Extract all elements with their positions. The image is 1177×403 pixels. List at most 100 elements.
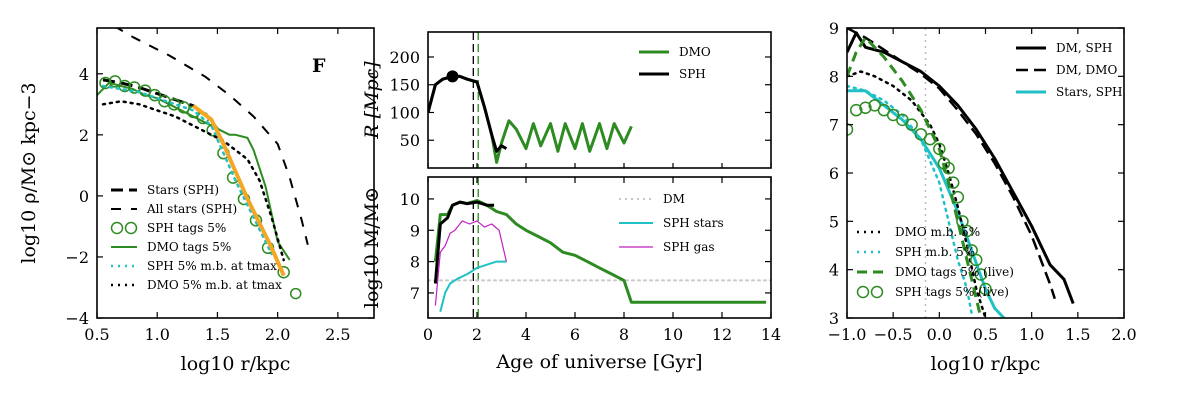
x-tick-label: −0.5 — [874, 325, 913, 344]
series-dmo-tags-5- — [97, 81, 291, 261]
series-line — [428, 74, 508, 153]
legend-label: Stars (SPH) — [147, 183, 219, 197]
y-tick-label: 9 — [410, 221, 420, 240]
y-tick-label: 0 — [79, 187, 89, 206]
y-tick-label: 50 — [400, 131, 420, 150]
legend-marker — [124, 221, 138, 235]
legend-entry: SPH tags 5% — [110, 221, 226, 235]
x-tick-label: 1.5 — [1065, 325, 1090, 344]
legend-marker — [870, 285, 884, 299]
data-point — [960, 224, 974, 238]
x-tick-label: 8 — [619, 325, 629, 344]
legend-label: DMO 5% m.b. at tmax — [147, 278, 282, 292]
legend-entry: SPH 5% m.b. at tmax — [111, 259, 277, 273]
y-tick-label: 2 — [79, 126, 89, 145]
series-line — [434, 220, 507, 306]
legend-entry: DM — [619, 192, 685, 206]
series-dm-sph — [847, 31, 1075, 305]
legend-label: SPH stars — [663, 216, 724, 230]
legend-entry: DMO 5% m.b. at tmax — [111, 278, 282, 292]
series-sph-m-b-5- — [847, 84, 973, 315]
series-line — [101, 100, 285, 262]
legend-entry: DM, DMO — [1016, 63, 1117, 77]
x-tick-label: 1.0 — [1019, 325, 1044, 344]
legend-marker — [110, 221, 124, 235]
x-tick-label: 0 — [423, 325, 433, 344]
y-tick-label: 100 — [389, 103, 420, 122]
data-point — [859, 101, 872, 114]
series-sph-tags-5-live- — [847, 99, 992, 296]
axes-frame — [427, 176, 772, 319]
legend-entry: SPH stars — [619, 216, 724, 230]
x-tick-label: 12 — [712, 325, 732, 344]
series-sph-stars — [439, 260, 507, 312]
legend-entry: SPH m.b. 5% — [857, 245, 975, 259]
x-axis-label: Age of universe [Gyr] — [495, 351, 702, 373]
legend-label: DM — [663, 192, 685, 206]
series-sph — [428, 74, 508, 153]
data-point — [148, 88, 162, 102]
legend-entry: DMO m.b. 5% — [857, 225, 980, 239]
panel-right: −1.0 −0.5 0.0 0.5 1.0 1.5 2.0 3 4 5 6 7 8 9 log10 r/kp… — [828, 19, 1137, 375]
x-tick-label: 2.0 — [265, 325, 290, 344]
data-point — [979, 282, 992, 296]
legend-entry: Stars (SPH) — [111, 183, 219, 197]
axes-frame — [96, 27, 375, 319]
data-point — [905, 118, 918, 131]
y-tick-label: −4 — [65, 309, 89, 328]
x-axis-label: log10 r/kpc — [181, 353, 291, 375]
legend-label: SPH tags 5% (live) — [895, 285, 1009, 299]
legend-entry: SPH — [639, 67, 706, 81]
legend-label: DM, DMO — [1056, 63, 1117, 77]
data-point — [277, 265, 290, 279]
y-axis-label: log10 ρ/M⊙ kpc−3 — [18, 82, 40, 263]
series-dmo-tags-5-live- — [847, 36, 983, 318]
series-dmo — [428, 74, 633, 164]
plot-area — [428, 177, 771, 318]
legend-label: Stars, SPH — [1056, 85, 1122, 99]
series-line — [847, 70, 987, 318]
series-line — [101, 84, 273, 256]
x-tick-label: 10 — [663, 325, 683, 344]
series-dmo-5-m-b-at-tmax — [101, 100, 285, 262]
legend-entry: DMO tags 5% — [111, 240, 231, 254]
legend-entry: SPH gas — [619, 240, 715, 254]
series-line — [847, 28, 1056, 300]
plot-area — [428, 32, 633, 168]
x-tick-label: −1.0 — [828, 325, 867, 344]
legend-label: SPH tags 5% — [147, 221, 226, 235]
y-axis-label: log10 M/M⊙ — [361, 187, 383, 308]
y-axis-label: R [Mpc] — [361, 61, 383, 140]
legend-marker — [856, 285, 870, 299]
series-unnamed-4 — [433, 200, 495, 284]
series-sph-gas — [434, 220, 507, 306]
series-line — [428, 74, 633, 164]
series-line — [192, 104, 286, 277]
legend-label: SPH m.b. 5% — [895, 245, 975, 259]
x-tick-label: 1.5 — [205, 325, 230, 344]
series-dm-dmo — [847, 28, 1056, 300]
legend-label: DMO tags 5% — [147, 240, 231, 254]
y-tick-label: 7 — [410, 284, 420, 303]
legend-entry: Stars, SPH — [1016, 85, 1122, 99]
data-point — [289, 287, 302, 300]
x-axis-label: log10 r/kpc — [931, 353, 1041, 375]
data-point — [970, 253, 983, 267]
legend-entry: DMO tags 5% (live) — [857, 265, 1014, 279]
legend-label: DMO tags 5% (live) — [895, 265, 1014, 279]
plot-area — [97, 28, 309, 300]
y-tick-label: 8 — [410, 253, 420, 272]
panel-mid-top: 50 100 150 200 R [Mpc] DMO SPH — [361, 31, 772, 169]
x-tick-label: 1.0 — [144, 325, 169, 344]
peak-marker — [446, 70, 459, 83]
series-dmo-m-b-5- — [847, 70, 987, 318]
y-tick-label: 8 — [829, 67, 839, 86]
series-sph-5-m-b-at-tmax — [101, 84, 273, 256]
x-tick-label: 2 — [472, 325, 482, 344]
data-point — [849, 103, 863, 117]
series-line — [847, 36, 983, 318]
series-line — [847, 84, 973, 315]
y-tick-label: 7 — [829, 116, 839, 135]
panel-mid-bottom: 0 2 4 6 8 10 12 14 7 8 9 10 Age of universe [Gyr] log… — [361, 176, 781, 373]
